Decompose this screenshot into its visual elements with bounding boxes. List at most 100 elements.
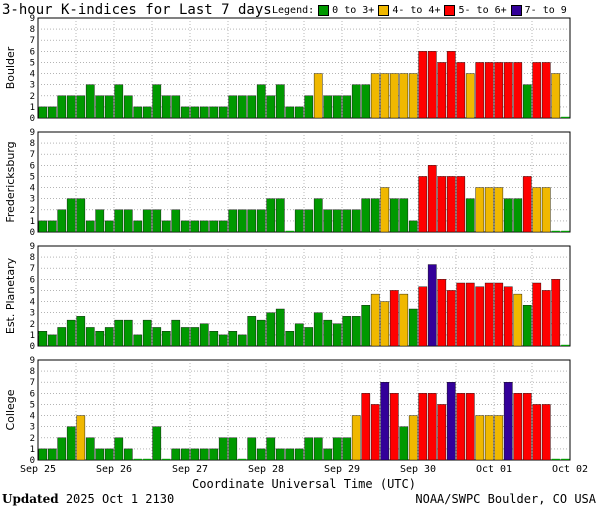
- y-tick-label: 9: [30, 14, 35, 24]
- y-tick-label: 1: [30, 217, 35, 227]
- k-index-bar: [427, 165, 437, 233]
- k-index-bar: [247, 316, 257, 347]
- y-tick-label: 1: [30, 331, 35, 341]
- k-index-bar: [513, 293, 523, 347]
- k-index-bar: [494, 415, 504, 461]
- k-index-bar: [180, 448, 190, 461]
- k-index-bar: [304, 209, 314, 233]
- k-index-bar: [313, 198, 323, 233]
- k-index-bar: [38, 220, 48, 233]
- k-index-bar: [351, 84, 361, 119]
- k-index-bar: [437, 404, 447, 461]
- k-index-bar: [142, 319, 152, 347]
- k-index-bar: [484, 187, 494, 233]
- k-index-bar: [532, 404, 542, 461]
- x-tick-label: Sep 26: [96, 464, 132, 475]
- k-index-bar: [532, 62, 542, 119]
- x-tick-label: Sep 27: [172, 464, 208, 475]
- k-index-bar: [275, 308, 285, 347]
- k-index-bar: [256, 84, 266, 119]
- k-index-bar: [95, 331, 105, 347]
- k-index-bar: [104, 327, 114, 347]
- k-index-bar: [475, 286, 485, 347]
- y-tick-label: 6: [30, 47, 35, 57]
- k-index-bar: [209, 220, 219, 233]
- x-tick-label: Sep 25: [20, 464, 56, 475]
- k-index-bar: [370, 404, 380, 461]
- k-index-bar: [199, 448, 209, 461]
- k-index-bar: [304, 95, 314, 119]
- k-index-bar: [446, 290, 456, 347]
- y-tick-label: 5: [30, 286, 35, 296]
- y-tick-label: 4: [30, 298, 35, 308]
- k-index-bar: [561, 116, 570, 118]
- k-index-bar: [95, 209, 105, 233]
- x-tick-label: Oct 01: [476, 464, 512, 475]
- k-index-bar: [152, 327, 162, 347]
- k-index-bar: [114, 319, 124, 347]
- k-index-bar: [503, 286, 513, 347]
- k-index-bar: [408, 308, 418, 347]
- k-index-bar: [66, 319, 76, 347]
- k-index-bar: [342, 316, 352, 347]
- y-tick-label: 5: [30, 58, 35, 68]
- k-index-bar: [456, 282, 466, 347]
- k-index-bar: [332, 323, 342, 347]
- y-tick-label: 7: [30, 36, 35, 46]
- k-index-bar: [561, 458, 570, 460]
- k-index-bar: [133, 220, 143, 233]
- k-index-bar: [332, 437, 342, 461]
- k-index-bar: [76, 316, 86, 347]
- y-tick-label: 9: [30, 242, 35, 252]
- k-index-bar: [238, 458, 247, 460]
- k-index-bar: [47, 334, 57, 347]
- k-index-bar: [85, 327, 95, 347]
- k-index-bar: [323, 95, 333, 119]
- k-index-bar: [218, 437, 228, 461]
- k-index-bar: [95, 95, 105, 119]
- legend: Legend: 0 to 3+ 4- to 4+ 5- to 6+ 7- to …: [272, 5, 567, 16]
- k-index-bar: [190, 220, 200, 233]
- k-index-bar: [66, 95, 76, 119]
- k-index-bar: [228, 437, 238, 461]
- k-index-bar: [427, 264, 437, 347]
- k-index-bar: [465, 393, 475, 461]
- k-index-bar: [171, 95, 181, 119]
- x-tick-label: Sep 28: [248, 464, 284, 475]
- k-index-bar: [237, 334, 247, 347]
- y-tick-label: 0: [30, 228, 35, 238]
- k-index-bar: [494, 62, 504, 119]
- k-index-bar: [285, 230, 294, 232]
- k-index-bar: [171, 319, 181, 347]
- k-index-bar: [256, 209, 266, 233]
- k-index-bar: [541, 62, 551, 119]
- k-index-bar: [133, 334, 143, 347]
- k-index-bar: [247, 95, 257, 119]
- k-index-bar: [427, 393, 437, 461]
- k-index-bar: [437, 279, 447, 347]
- k-index-bar: [380, 301, 390, 347]
- k-index-bar: [142, 209, 152, 233]
- k-index-bar: [304, 327, 314, 347]
- k-index-bar: [418, 393, 428, 461]
- k-index-bar: [218, 334, 228, 347]
- k-index-bar: [370, 293, 380, 347]
- panel-label: Est. Planetary: [4, 257, 17, 334]
- k-index-bar: [551, 458, 560, 460]
- k-index-bar: [389, 198, 399, 233]
- k-index-bar: [446, 382, 456, 461]
- k-index-bar: [389, 290, 399, 347]
- k-index-bar: [418, 51, 428, 119]
- k-index-bar: [152, 84, 162, 119]
- legend-swatch-severe: [510, 5, 522, 16]
- k-index-bar: [475, 415, 485, 461]
- update-timestamp: Updated 2025 Oct 1 2130: [2, 492, 174, 506]
- x-axis-label: Coordinate Universal Time (UTC): [192, 477, 416, 491]
- y-tick-label: 4: [30, 412, 35, 422]
- k-index-bar: [484, 282, 494, 347]
- k-index-bar: [294, 106, 304, 119]
- k-index-bar: [66, 426, 76, 461]
- k-index-bar: [104, 448, 114, 461]
- k-index-bar: [522, 305, 532, 347]
- legend-item-active: 4- to 4+: [392, 5, 441, 16]
